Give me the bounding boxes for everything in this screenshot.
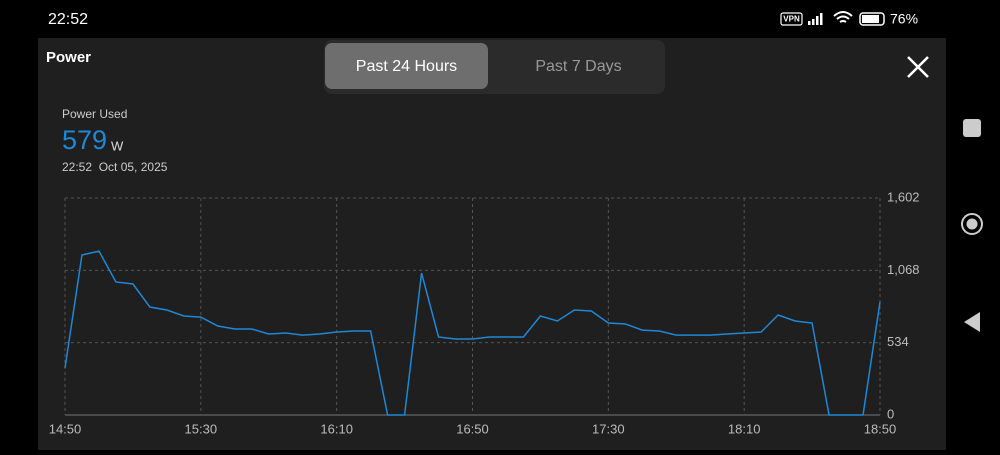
- nav-back[interactable]: [964, 312, 980, 332]
- nav-recents[interactable]: [963, 119, 981, 137]
- metric-timestamp: 22:52 Oct 05, 2025: [62, 160, 168, 174]
- power-line: [64, 250, 881, 416]
- battery-text: 76%: [890, 11, 918, 27]
- x-tick-label: 18:50: [864, 421, 897, 436]
- panel-title: Power: [46, 49, 91, 66]
- x-tick-label: 17:30: [592, 421, 625, 436]
- y-tick-label: 0: [887, 406, 894, 421]
- signal-icon: [808, 13, 823, 25]
- y-tick-label: 1,602: [887, 189, 920, 204]
- nav-home[interactable]: [961, 213, 983, 235]
- y-tick-label: 534: [887, 334, 909, 349]
- nav-home-dot: [966, 218, 978, 230]
- wifi-icon: [833, 11, 853, 23]
- close-button[interactable]: [907, 56, 929, 78]
- tab[interactable]: Past 24 Hours: [356, 58, 457, 75]
- clock: 22:52: [48, 11, 88, 28]
- tab[interactable]: Past 7 Days: [535, 58, 621, 75]
- battery-level: [862, 15, 879, 23]
- y-tick-label: 1,068: [887, 262, 920, 277]
- vpn-box: [780, 12, 803, 26]
- chart: 0 534 1,068 1,602 14:50 15:30 16:10 16:50 17:30 1…: [49, 189, 920, 436]
- x-tick-label: 18:10: [728, 421, 761, 436]
- metric-value: 579: [62, 125, 107, 155]
- x-tick-label: 14:50: [49, 421, 82, 436]
- x-tick-label: 16:50: [456, 421, 489, 436]
- metric-label: Power Used: [62, 107, 127, 121]
- panel: [38, 38, 946, 450]
- x-tick-label: 16:10: [320, 421, 353, 436]
- battery-icon: [859, 12, 885, 26]
- vpn-label: VPN: [783, 15, 800, 24]
- x-tick-label: 15:30: [185, 421, 218, 436]
- tab-active-bg: [325, 43, 488, 89]
- metric-unit: W: [111, 138, 124, 153]
